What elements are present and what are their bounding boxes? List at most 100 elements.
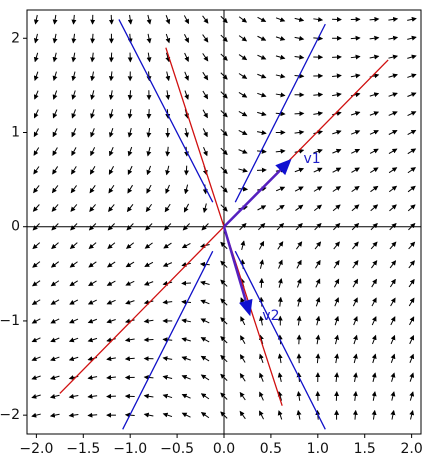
field-arrow (162, 393, 173, 399)
field-arrow (313, 167, 323, 173)
field-arrow (106, 318, 116, 324)
field-arrow (143, 393, 154, 399)
field-arrow (32, 280, 41, 287)
field-arrow (275, 186, 286, 192)
field-arrow (125, 299, 135, 305)
field-arrow (315, 315, 321, 326)
field-arrow (369, 35, 380, 41)
field-arrow (199, 261, 210, 267)
field-arrow (388, 111, 398, 116)
field-arrow (31, 356, 41, 362)
field-arrow (407, 35, 417, 41)
field-arrow (68, 356, 79, 362)
field-arrow (353, 315, 358, 326)
field-arrow (71, 109, 77, 119)
field-arrow (369, 54, 380, 60)
field-arrow (390, 316, 396, 326)
field-arrow (202, 90, 209, 100)
field-arrow (90, 128, 95, 138)
field-arrow (88, 280, 97, 286)
field-arrow (313, 204, 323, 212)
field-arrow (389, 260, 397, 269)
field-arrow (127, 90, 133, 101)
field-arrow (407, 185, 416, 193)
field-arrow (50, 356, 60, 362)
field-arrow (257, 111, 267, 117)
field-arrow (239, 391, 246, 401)
field-arrow (108, 128, 114, 138)
field-arrow (162, 262, 173, 267)
field-arrow (165, 33, 171, 44)
x-tick-label: −0.5 (160, 441, 194, 457)
field-arrow (332, 73, 342, 79)
field-arrow (144, 261, 154, 267)
field-arrow (31, 394, 41, 399)
field-arrow (388, 35, 399, 41)
field-arrow (68, 393, 79, 399)
field-arrow (33, 14, 39, 25)
field-arrow (69, 280, 78, 287)
field-arrow (371, 409, 377, 420)
field-arrow (50, 318, 60, 324)
field-arrow (31, 375, 41, 380)
field-arrow (50, 261, 60, 268)
field-arrow (165, 52, 171, 63)
field-arrow (332, 204, 341, 212)
field-arrow (71, 14, 77, 25)
field-arrow (259, 259, 265, 269)
field-arrow (71, 128, 77, 138)
field-arrow (388, 167, 398, 174)
field-arrow (71, 33, 77, 44)
field-arrow (388, 16, 399, 22)
field-arrow (313, 16, 324, 22)
field-arrow (69, 242, 78, 250)
field-arrow (69, 261, 78, 268)
field-arrow (71, 166, 77, 175)
field-arrow (50, 299, 60, 305)
field-arrow (258, 240, 265, 250)
field-arrow (106, 337, 116, 343)
field-arrow (181, 318, 191, 324)
field-arrow (165, 184, 170, 194)
field-arrow (407, 148, 417, 155)
field-arrow (238, 73, 248, 79)
field-arrow (407, 204, 416, 212)
field-arrow (409, 334, 415, 345)
field-arrow (200, 280, 210, 286)
field-arrow (313, 92, 324, 98)
field-arrow (257, 205, 267, 211)
field-arrow (350, 111, 361, 116)
field-arrow (370, 241, 378, 250)
field-arrow (238, 110, 248, 117)
field-arrow (409, 372, 415, 382)
field-arrow (144, 242, 153, 249)
field-arrow (277, 241, 284, 250)
field-arrow (294, 35, 305, 41)
field-arrow (52, 52, 58, 63)
field-arrow (181, 375, 191, 380)
field-arrow (146, 52, 152, 63)
field-arrow (32, 261, 41, 268)
field-arrow (90, 147, 96, 157)
field-arrow (407, 92, 417, 97)
field-arrow (352, 260, 359, 269)
field-arrow (350, 35, 361, 41)
field-arrow (127, 184, 133, 194)
field-arrow (108, 71, 114, 82)
eigen-lines (59, 19, 389, 430)
field-arrow (371, 316, 377, 326)
field-arrow (165, 165, 171, 176)
field-arrow (31, 337, 41, 343)
field-arrow (183, 184, 189, 195)
field-arrow (407, 73, 417, 79)
field-arrow (126, 204, 134, 213)
field-arrow (107, 242, 116, 249)
field-arrow (259, 410, 264, 420)
field-arrow (371, 391, 377, 401)
field-arrow (52, 147, 58, 156)
field-arrow (389, 278, 396, 288)
y-tick-label: 0 (11, 219, 20, 235)
field-arrow (333, 259, 340, 269)
field-arrow (200, 412, 210, 419)
